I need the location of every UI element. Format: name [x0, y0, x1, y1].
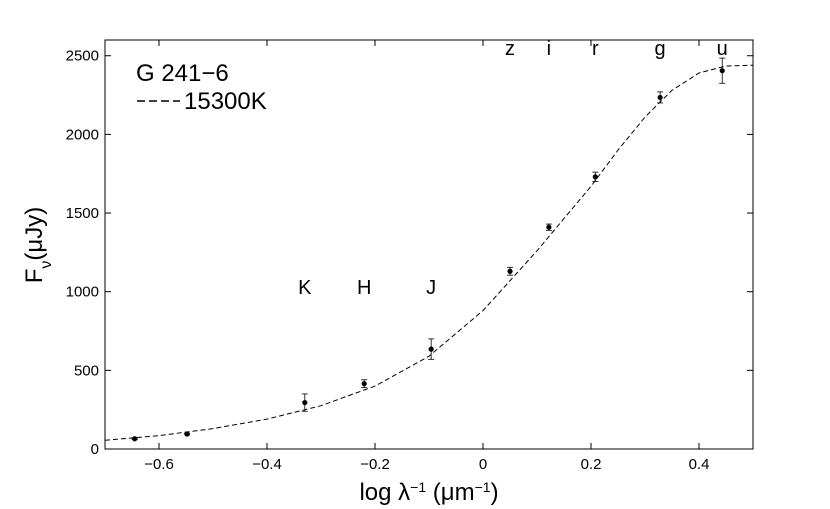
band-label: z: [505, 38, 515, 60]
data-point: [132, 436, 138, 442]
legend: G 241−6 15300K: [136, 60, 267, 115]
data-points: [131, 57, 726, 442]
x-axis-label: log λ−1 (μm−1): [359, 479, 498, 506]
model-curve: [104, 64, 754, 441]
x-tick-label: 0: [479, 456, 487, 473]
axis-ticks: −0.6 −0.4 −0.2 0 0.2 0.4 0 500 1000 1500 2000 2500: [66, 40, 753, 473]
band-label: g: [655, 38, 666, 60]
x-tick-label: −0.2: [360, 456, 390, 473]
band-label: u: [717, 38, 728, 60]
data-point: [184, 431, 190, 437]
band-label: K: [298, 277, 312, 299]
data-point: [546, 224, 552, 230]
y-tick-label: 2000: [66, 126, 99, 143]
plot-frame: [104, 39, 754, 450]
data-point: [302, 399, 308, 406]
y-tick-label: 500: [74, 362, 99, 379]
band-label: H: [357, 277, 371, 299]
data-point: [719, 68, 725, 74]
data-point: [428, 346, 434, 352]
y-axis-label: Fν(μJy): [21, 207, 55, 283]
x-tick-label: −0.6: [144, 456, 174, 473]
band-label: J: [426, 277, 436, 299]
band-label: i: [547, 38, 551, 60]
y-tick-label: 1000: [66, 284, 99, 301]
data-point: [507, 268, 513, 274]
y-tick-label: 2500: [66, 48, 99, 65]
y-tick-label: 0: [91, 441, 99, 458]
data-point: [657, 94, 663, 101]
legend-title: G 241−6: [136, 60, 229, 87]
legend-model-label: 15300K: [184, 88, 267, 115]
y-tick-label: 1500: [66, 205, 99, 222]
x-tick-label: 0.2: [581, 456, 602, 473]
band-labels: K H Jz i r g u: [298, 38, 728, 299]
data-point: [592, 174, 598, 180]
data-point: [361, 381, 367, 387]
x-tick-label: 0.4: [689, 456, 710, 473]
model-series-line: [104, 64, 754, 441]
band-label: r: [592, 38, 599, 60]
x-tick-label: −0.4: [252, 456, 282, 473]
